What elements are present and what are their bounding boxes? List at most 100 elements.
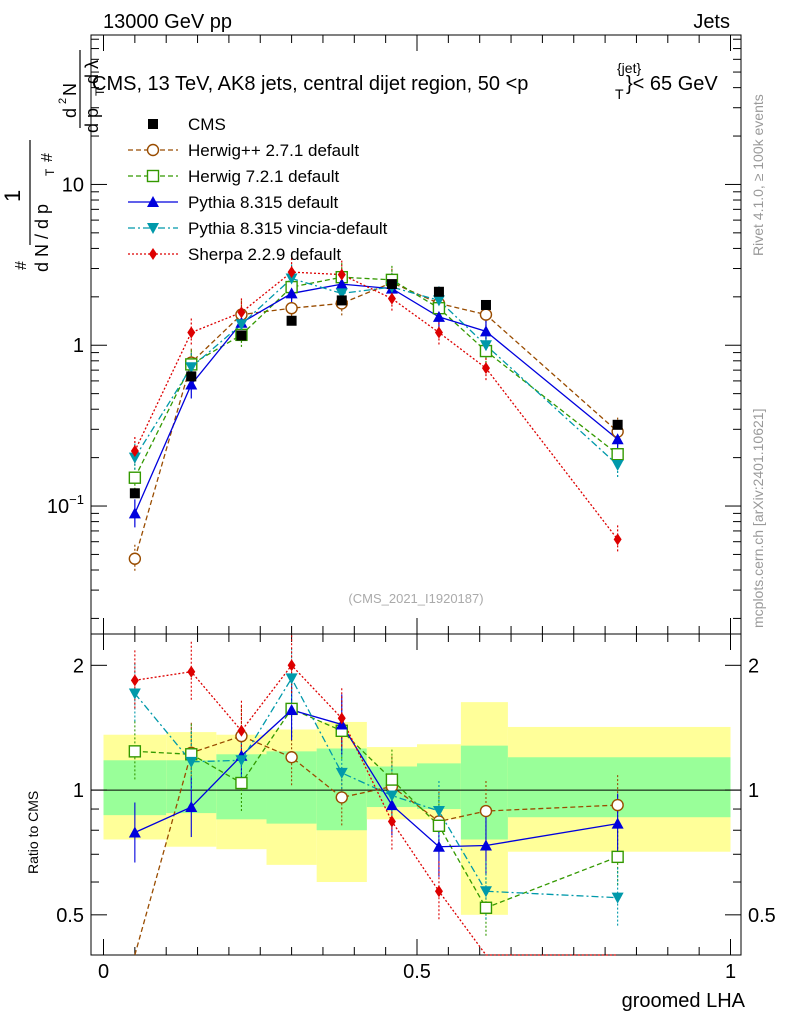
main-y-tick-label: 1 <box>73 335 84 357</box>
ratio-point-3 <box>285 673 298 685</box>
y-label-den: d N / d p <box>32 204 52 272</box>
y-label-one: 1 <box>0 190 25 202</box>
ratio-point-3 <box>185 756 198 768</box>
y-label-num-n: N <box>60 83 80 96</box>
mcplots-side-label: mcplots.cern.ch [arXiv:2401.10621] <box>750 408 766 628</box>
ratio-point-2 <box>611 817 624 829</box>
ratio-point-1 <box>385 773 399 786</box>
band-green-bin <box>460 745 508 840</box>
ratio-y-tick-label: 0.5 <box>56 905 84 927</box>
data-point <box>386 279 397 290</box>
ratio-point-2 <box>479 839 492 851</box>
y-label-dpt: d p <box>82 108 102 133</box>
series-point-2 <box>335 278 348 290</box>
series-point-2 <box>611 433 624 445</box>
data-point <box>433 286 444 297</box>
ratio-point-2 <box>185 801 198 813</box>
energy-label: 13000 GeV pp <box>103 11 232 33</box>
ratio-point-0 <box>611 798 624 812</box>
ratio-point-1 <box>479 901 493 914</box>
ratio-point-4 <box>434 885 443 898</box>
ratio-point-4 <box>287 659 296 672</box>
ratio-point-3 <box>235 755 248 767</box>
y-label-dpt-sub: T <box>93 88 107 96</box>
plot-title-sup: {jet} <box>617 60 641 76</box>
legend-marker-data <box>148 119 158 129</box>
ratio-point-4 <box>187 665 196 678</box>
legend-label-1: Herwig 7.2.1 default <box>188 167 339 186</box>
legend-label-4: Sherpa 2.2.9 default <box>188 245 341 264</box>
series-point-4 <box>287 266 296 279</box>
rivet-side-label: Rivet 4.1.0, ≥ 100k events <box>750 94 766 256</box>
legend-marker-0 <box>146 143 160 157</box>
ratio-line-0 <box>134 735 618 956</box>
ratio-point-3 <box>432 806 445 818</box>
ratio-y-label: Ratio to CMS <box>25 791 41 874</box>
series-point-1 <box>611 448 624 461</box>
series-point-2 <box>479 325 492 337</box>
legend-marker-3 <box>147 223 159 234</box>
ratio-point-3 <box>479 886 492 898</box>
series-point-4 <box>130 444 139 457</box>
main-y-tick-exp: −1 <box>69 492 84 507</box>
ratio-point-2 <box>432 840 445 852</box>
y-label-num-d: d <box>60 108 80 118</box>
series-point-0 <box>285 301 298 315</box>
series-point-3 <box>611 459 624 471</box>
y-label-den-sub: T <box>43 168 57 176</box>
series-point-4 <box>337 268 346 281</box>
ratio-frame <box>90 633 742 956</box>
ratio-point-1 <box>611 850 624 864</box>
series-point-2 <box>285 287 298 299</box>
plot-title-sub: T <box>615 86 624 102</box>
data-point <box>186 371 197 382</box>
series-point-4 <box>187 326 196 339</box>
ratio-line-4 <box>134 664 618 956</box>
category-label: Jets <box>693 11 730 33</box>
series-line-1 <box>134 276 619 479</box>
ratio-y-tick-label-right: 0.5 <box>748 905 776 927</box>
series-point-0 <box>479 308 493 321</box>
series-point-3 <box>235 319 248 331</box>
legend-label-3: Pythia 8.315 vincia-default <box>188 219 388 238</box>
plot-title: CMS, 13 TeV, AK8 jets, central dijet reg… <box>92 60 718 102</box>
x-tick-label: 0.5 <box>403 961 431 983</box>
main-y-tick-label: 10−1 <box>47 492 84 518</box>
x-tick-label: 0 <box>98 961 109 983</box>
series-point-4 <box>613 533 622 546</box>
ratio-point-3 <box>335 767 348 779</box>
series-line-3 <box>134 277 619 466</box>
data-point <box>480 299 491 310</box>
series-point-2 <box>432 310 445 322</box>
ratio-point-3 <box>128 688 141 700</box>
series-point-4 <box>481 362 490 375</box>
legend-marker-1 <box>146 169 160 183</box>
main-y-tick-label: 10 <box>62 174 84 196</box>
ratio-point-1 <box>432 819 446 832</box>
analysis-watermark: (CMS_2021_I1920187) <box>348 591 483 606</box>
legend-label-data: CMS <box>188 115 226 134</box>
series-point-0 <box>128 552 142 565</box>
legend-marker-4 <box>149 248 157 260</box>
ratio-y-tick-label: 1 <box>73 780 84 802</box>
ratio-point-3 <box>611 892 624 904</box>
ratio-point-4 <box>130 674 139 687</box>
y-label-num-2: 2 <box>57 98 69 104</box>
legend-label-0: Herwig++ 2.7.1 default <box>188 141 359 160</box>
plot-title-right: }< 65 GeV <box>626 73 718 95</box>
series-point-3 <box>128 452 141 464</box>
x-axis-label: groomed LHA <box>622 990 746 1012</box>
ratio-point-0 <box>335 791 348 804</box>
series-point-4 <box>237 306 246 319</box>
series-point-3 <box>432 295 445 307</box>
ratio-point-3 <box>385 790 398 802</box>
series-point-4 <box>434 326 443 339</box>
series-point-4 <box>387 292 396 305</box>
series-line-0 <box>134 281 619 559</box>
ratio-point-2 <box>285 704 298 716</box>
ratio-y-tick-label-right: 2 <box>748 655 759 677</box>
ratio-point-1 <box>235 776 248 790</box>
series-point-1 <box>128 471 142 484</box>
ratio-point-2 <box>128 826 141 838</box>
